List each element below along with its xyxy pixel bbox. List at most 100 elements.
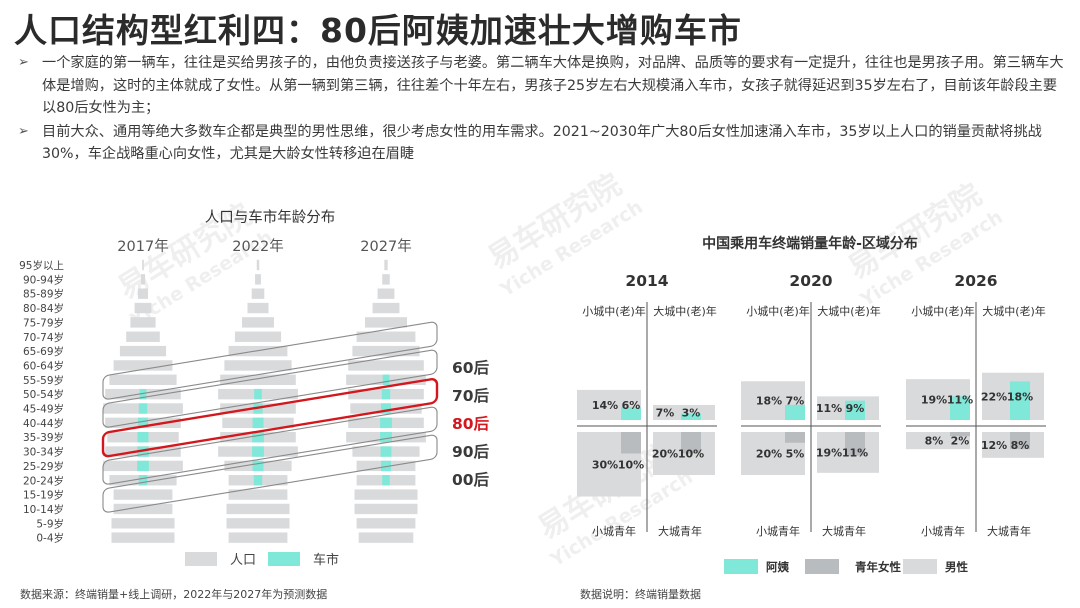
age-tick-label: 90-94岁: [23, 273, 64, 286]
data-label: 8%: [1011, 439, 1030, 452]
young-female-bar: [621, 432, 641, 454]
age-tick-label: 0-4岁: [36, 532, 64, 545]
population-bar: [228, 345, 288, 357]
male-bar: [982, 372, 1044, 420]
population-bar: [242, 317, 274, 328]
young-female-bar: [785, 432, 805, 443]
data-label: 3%: [682, 406, 701, 419]
footnote-source: 数据来源：终端销量+线上调研，2022年与2027年为预测数据: [20, 588, 328, 601]
age-tick-label: 60-64岁: [23, 359, 64, 372]
data-label: 18%: [1007, 390, 1033, 403]
legend-label: 车市: [313, 552, 339, 568]
data-label: 14%: [592, 399, 618, 412]
population-bar: [348, 417, 424, 429]
data-label: 11%: [842, 446, 868, 459]
car-market-bar: [381, 388, 391, 400]
car-market-bar: [137, 417, 149, 429]
population-bar: [113, 489, 173, 500]
quadrant-label: 小城中(老)年: [746, 304, 810, 318]
legend-swatch-population: [185, 552, 217, 566]
watermark-text: Yiche Research: [856, 206, 1007, 312]
population-bar: [105, 417, 181, 429]
car-market-bar: [253, 475, 263, 486]
bullet-item: ➢ 目前大众、通用等绝大多数车企都是典型的男性思维，很少考虑女性的用车需求。20…: [18, 121, 1068, 166]
watermark-text: 易车研究院: [842, 177, 988, 286]
car-market-bar: [380, 403, 392, 414]
bullet-text: 一个家庭的第一辆车，往往是买给男孩子的，由他负责接送孩子与老婆。第二辆车大体是换…: [42, 55, 1064, 116]
population-bar: [352, 345, 420, 357]
watermark-text: 易车研究院: [482, 167, 628, 276]
age-tick-label: 25-29岁: [23, 460, 64, 473]
quadrant-label: 小城中(老)年: [911, 304, 975, 318]
aunt-bar: [621, 407, 641, 420]
male-bar: [653, 404, 715, 420]
car-market-bar: [139, 388, 147, 400]
cohort-band: [102, 406, 438, 485]
cohort-band: [101, 377, 439, 458]
population-bar: [218, 446, 298, 457]
population-bar: [348, 360, 424, 371]
data-label: 30%: [592, 458, 618, 471]
population-bar: [107, 432, 179, 443]
population-bar: [220, 432, 296, 443]
legend-label: 阿姨: [766, 560, 789, 574]
population-bar: [109, 475, 177, 486]
population-bar: [247, 302, 269, 314]
car-market-bar: [380, 432, 392, 443]
watermark-text: Yiche Research: [496, 196, 647, 302]
population-bar: [134, 302, 152, 314]
legend-swatch: [724, 559, 758, 574]
data-label: 10%: [618, 458, 644, 471]
aunt-bar: [681, 413, 701, 420]
cohort-label: 60后: [452, 359, 490, 377]
population-bar: [350, 403, 422, 414]
age-tick-label: 40-44岁: [23, 417, 64, 430]
car-market-bar: [254, 388, 262, 400]
data-label: 12%: [981, 439, 1007, 452]
male-bar: [741, 381, 805, 420]
data-label: 20%: [652, 448, 678, 461]
age-tick-label: 50-54岁: [23, 388, 64, 401]
population-bar: [224, 360, 292, 371]
population-bar: [356, 331, 416, 342]
quadrant-label: 大城青年: [822, 524, 866, 538]
male-bar: [906, 379, 970, 420]
population-bar: [137, 288, 149, 299]
data-label: 2%: [951, 435, 970, 448]
age-tick-label: 15-19岁: [23, 489, 64, 502]
panel-year-label: 2014: [625, 272, 668, 290]
cohort-band-outline: [102, 406, 438, 485]
cohort-label: 00后: [452, 471, 490, 489]
age-tick-label: 30-34岁: [23, 446, 64, 459]
male-bar: [653, 432, 715, 475]
male-bar: [906, 432, 970, 450]
aunt-bar: [785, 404, 805, 420]
watermark-text: Yiche Research: [546, 466, 697, 572]
young-female-bar: [950, 432, 970, 437]
population-bar: [220, 374, 296, 385]
car-market-bar: [252, 460, 264, 472]
age-tick-label: 5-9岁: [36, 517, 64, 530]
male-bar: [577, 432, 641, 497]
data-label: 10%: [678, 448, 704, 461]
car-market-bar: [138, 475, 148, 486]
male-bar: [982, 432, 1044, 458]
population-bar: [113, 503, 173, 515]
male-bar: [741, 432, 805, 475]
age-tick-label: 55-59岁: [23, 374, 64, 387]
population-bar: [111, 518, 175, 529]
age-tick-label: 35-39岁: [23, 431, 64, 444]
car-market-bar: [382, 475, 390, 486]
cohort-band-outline: [102, 349, 438, 428]
car-market-bar: [252, 432, 264, 443]
age-tick-label: 10-14岁: [23, 503, 64, 516]
male-bar: [577, 389, 641, 420]
population-bar: [377, 288, 395, 299]
cohort-label: 70后: [452, 387, 490, 405]
quadrant-label: 小城中(老)年: [582, 304, 646, 318]
panel-year-label: 2026: [954, 272, 997, 290]
bullet-item: ➢ 一个家庭的第一辆车，往往是买给男孩子的，由他负责接送孩子与老婆。第二辆车大体…: [18, 52, 1068, 120]
